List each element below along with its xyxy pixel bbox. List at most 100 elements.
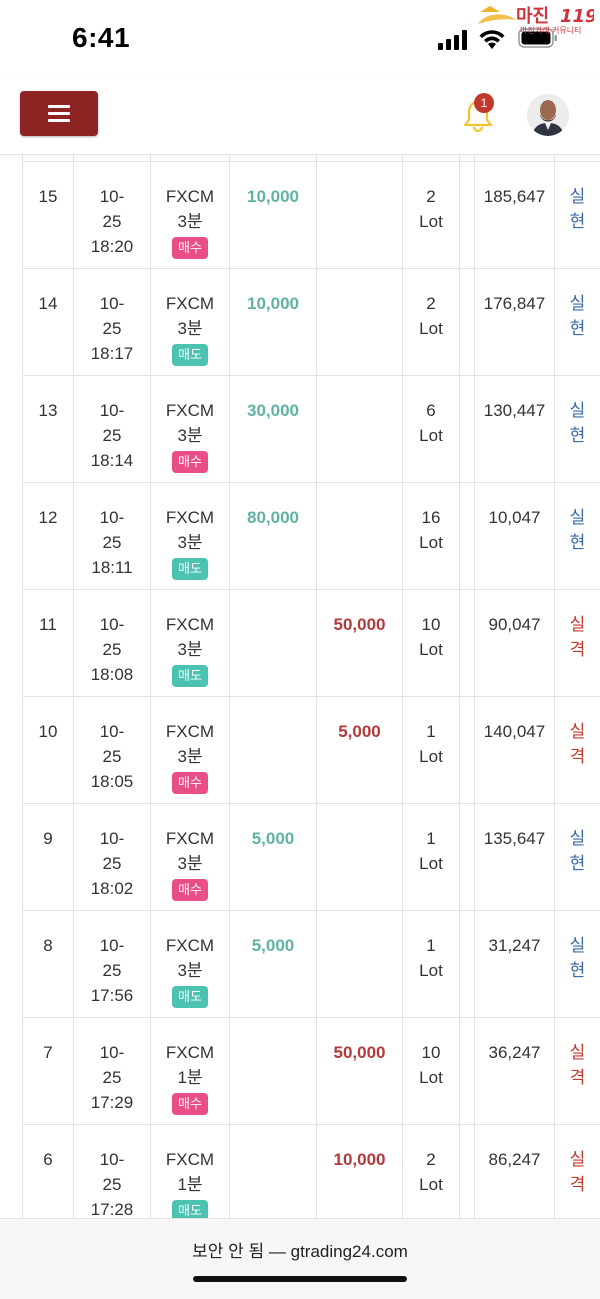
- profit-amount: [229, 590, 316, 696]
- trade-datetime: 10- 25 17:28: [73, 1125, 150, 1218]
- home-indicator[interactable]: [193, 1276, 407, 1282]
- table-row[interactable]: 7 10- 25 17:29 FXCM 1분 매수 50,000 10 Lot 36,247 실 격: [22, 1018, 600, 1125]
- trade-product: FXCM 1분 매수: [150, 1018, 229, 1124]
- trade-number: 14: [22, 269, 73, 375]
- trade-datetime: 10- 25 18:14: [73, 376, 150, 482]
- trade-product: FXCM 3분 매도: [150, 269, 229, 375]
- table-row[interactable]: 13 10- 25 18:14 FXCM 3분 매수 30,000 6 Lot 130,447 실 현: [22, 376, 600, 483]
- account-balance: 36,247: [474, 1018, 554, 1124]
- trade-side-badge: 매수: [172, 1093, 208, 1115]
- trade-lots: 2 Lot: [402, 1125, 459, 1218]
- trade-lots: 2 Lot: [402, 162, 459, 268]
- table-row[interactable]: 14 10- 25 18:17 FXCM 3분 매도 10,000 2 Lot 176,847 실 현: [22, 269, 600, 376]
- account-balance: 140,047: [474, 697, 554, 803]
- table-row[interactable]: 8 10- 25 17:56 FXCM 3분 매도 5,000 1 Lot 31,247 실 현: [22, 911, 600, 1018]
- profit-amount: [229, 1018, 316, 1124]
- hamburger-menu-button[interactable]: [20, 91, 98, 136]
- profit-amount: [229, 697, 316, 803]
- trade-lots: 16 Lot: [402, 483, 459, 589]
- loss-amount: 50,000: [316, 1018, 402, 1124]
- table-row[interactable]: 9 10- 25 18:02 FXCM 3분 매수 5,000 1 Lot 135,647 실 현: [22, 804, 600, 911]
- account-balance: 130,447: [474, 376, 554, 482]
- spacer-cell: [459, 590, 474, 696]
- trade-lots: 1 Lot: [402, 911, 459, 1017]
- trade-number: 15: [22, 162, 73, 268]
- trade-product: FXCM 3분 매도: [150, 590, 229, 696]
- account-balance: 185,647: [474, 162, 554, 268]
- trade-side-badge: 매도: [172, 558, 208, 580]
- trade-datetime: 10- 25 17:56: [73, 911, 150, 1017]
- spacer-cell: [459, 269, 474, 375]
- account-balance: 176,847: [474, 269, 554, 375]
- battery-icon: [518, 28, 557, 48]
- trade-lots: 1 Lot: [402, 804, 459, 910]
- user-avatar[interactable]: [527, 94, 569, 136]
- table-row[interactable]: 11 10- 25 18:08 FXCM 3분 매도 50,000 10 Lot 90,047 실 격: [22, 590, 600, 697]
- loss-amount: [316, 376, 402, 482]
- trade-lots: 10 Lot: [402, 1018, 459, 1124]
- browser-address-bar[interactable]: 보안 안 됨 — gtrading24.com: [0, 1218, 600, 1299]
- table-row[interactable]: 15 10- 25 18:20 FXCM 3분 매수 10,000 2 Lot 185,647 실 현: [22, 162, 600, 269]
- loss-amount: [316, 269, 402, 375]
- trade-datetime: 10- 25 18:08: [73, 590, 150, 696]
- trade-product: FXCM 1분 매도: [150, 1125, 229, 1218]
- trade-number: 9: [22, 804, 73, 910]
- spacer-cell: [459, 1125, 474, 1218]
- profit-amount: 30,000: [229, 376, 316, 482]
- table-row[interactable]: 12 10- 25 18:11 FXCM 3분 매도 80,000 16 Lot 10,047 실 현: [22, 483, 600, 590]
- account-balance: 10,047: [474, 483, 554, 589]
- trade-side-badge: 매수: [172, 772, 208, 794]
- trade-side-badge: 매도: [172, 986, 208, 1008]
- loss-amount: 10,000: [316, 1125, 402, 1218]
- account-balance: 135,647: [474, 804, 554, 910]
- loss-amount: [316, 911, 402, 1017]
- table-row[interactable]: 10 10- 25 18:05 FXCM 3분 매수 5,000 1 Lot 140,047 실 격: [22, 697, 600, 804]
- trade-side-badge: 매수: [172, 237, 208, 259]
- site-watermark-logo: 마진 119 마진거래 커뮤니티: [478, 6, 594, 35]
- cellular-signal-icon: [438, 30, 467, 50]
- loss-amount: [316, 804, 402, 910]
- svg-text:마진거래 커뮤니티: 마진거래 커뮤니티: [520, 25, 581, 35]
- profit-amount: 5,000: [229, 911, 316, 1017]
- trade-lots: 2 Lot: [402, 269, 459, 375]
- trade-datetime: 10- 25 18:11: [73, 483, 150, 589]
- trade-lots: 6 Lot: [402, 376, 459, 482]
- avatar-image: [527, 94, 569, 136]
- trade-datetime: 10- 25 18:17: [73, 269, 150, 375]
- trade-product: FXCM 3분 매수: [150, 162, 229, 268]
- trade-side-badge: 매도: [172, 1200, 208, 1218]
- svg-text:119: 119: [560, 6, 594, 27]
- trade-number: 6: [22, 1125, 73, 1218]
- profit-amount: 10,000: [229, 269, 316, 375]
- trade-datetime: 10- 25 18:05: [73, 697, 150, 803]
- trade-history-table: 15 10- 25 18:20 FXCM 3분 매수 10,000 2 Lot 185,647 실 현 1…: [0, 155, 600, 1218]
- spacer-cell: [459, 911, 474, 1017]
- profit-amount: 5,000: [229, 804, 316, 910]
- spacer-cell: [459, 1018, 474, 1124]
- trade-side-badge: 매수: [172, 879, 208, 901]
- svg-text:마진: 마진: [516, 6, 549, 27]
- table-row[interactable]: 6 10- 25 17:28 FXCM 1분 매도 10,000 2 Lot 86,247 실 격: [22, 1125, 600, 1218]
- trade-number: 8: [22, 911, 73, 1017]
- profit-amount: 80,000: [229, 483, 316, 589]
- notification-count-badge: 1: [474, 93, 494, 113]
- trade-number: 7: [22, 1018, 73, 1124]
- trade-side-badge: 매도: [172, 665, 208, 687]
- trade-lots: 10 Lot: [402, 590, 459, 696]
- trade-lots: 1 Lot: [402, 697, 459, 803]
- status-bar: 6:41 마진 119 마진거래 커뮤니티: [0, 0, 600, 80]
- trade-product: FXCM 3분 매도: [150, 911, 229, 1017]
- trade-number: 10: [22, 697, 73, 803]
- wifi-icon: [479, 30, 505, 49]
- trade-number: 12: [22, 483, 73, 589]
- clock: 6:41: [72, 22, 131, 53]
- url-text: 보안 안 됨 — gtrading24.com: [192, 1242, 408, 1261]
- account-balance: 86,247: [474, 1125, 554, 1218]
